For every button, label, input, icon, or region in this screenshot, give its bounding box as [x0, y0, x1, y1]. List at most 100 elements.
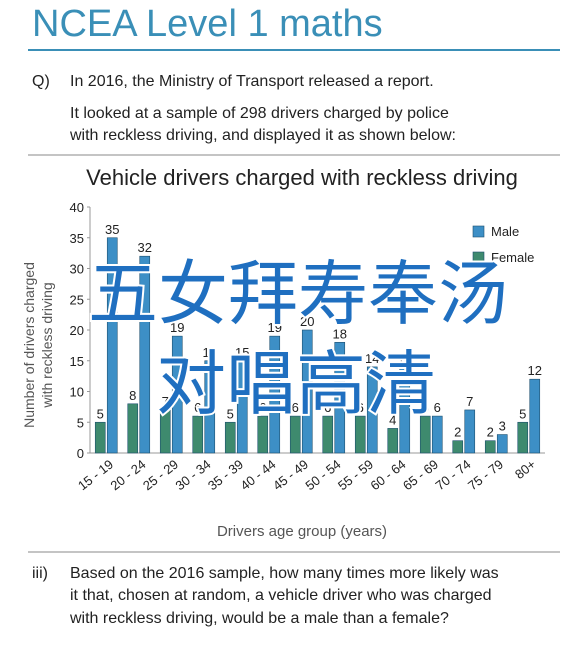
- legend-swatch: [472, 251, 485, 264]
- y-tick-label: 30: [70, 262, 84, 277]
- overlay: 五女拜寿奉汤 对唱高清: [86, 253, 510, 425]
- data-label: 7: [162, 394, 169, 409]
- data-label: 20: [300, 314, 314, 329]
- x-tick-label: 65 - 69: [400, 457, 441, 494]
- bar: [204, 360, 216, 454]
- y-tick-label: 35: [70, 231, 84, 246]
- bar: [94, 421, 106, 454]
- legend-label: Female: [491, 250, 534, 265]
- x-tick-label: 75 - 79: [465, 457, 506, 494]
- bar: [301, 329, 313, 454]
- question-line: It looked at a sample of 298 drivers cha…: [70, 105, 449, 122]
- x-tick-label: 80+: [512, 457, 539, 482]
- y-axis-label: with reckless driving: [39, 282, 55, 408]
- y-tick-label: 15: [70, 354, 84, 369]
- y-tick-label: 25: [70, 292, 84, 307]
- data-label: 15: [235, 345, 249, 360]
- legend-label: Male: [491, 224, 519, 239]
- y-tick-label: 5: [77, 415, 84, 430]
- x-tick-label: 15 - 19: [75, 457, 116, 494]
- y-tick-label: 0: [77, 446, 84, 461]
- data-label: 15: [203, 345, 217, 360]
- bar: [529, 378, 541, 454]
- x-tick-label: 30 - 34: [172, 457, 213, 494]
- overlay-text: 五女拜寿奉汤: [88, 255, 508, 333]
- bar: [106, 237, 118, 454]
- data-label: 3: [499, 419, 506, 434]
- bar: [419, 415, 431, 454]
- bar: [322, 415, 334, 454]
- data-label: 8: [129, 388, 136, 403]
- data-label: 5: [97, 406, 104, 421]
- bar: [452, 440, 464, 454]
- x-axis-label: Drivers age group (years): [217, 523, 387, 540]
- bar: [159, 409, 171, 454]
- data-label: 2: [487, 425, 494, 440]
- bar: [139, 255, 151, 454]
- chart-title: Vehicle drivers charged with reckless dr…: [86, 165, 518, 190]
- data-label: 5: [519, 406, 526, 421]
- question-line: In 2016, the Ministry of Transport relea…: [70, 73, 434, 90]
- bar: [387, 428, 399, 454]
- data-label: 6: [194, 400, 201, 415]
- bar: [289, 415, 301, 454]
- bar: [366, 366, 378, 454]
- data-label: 12: [528, 363, 542, 378]
- data-label: 6: [434, 400, 441, 415]
- y-tick-label: 10: [70, 385, 84, 400]
- x-tick-label: 55 - 59: [335, 457, 376, 494]
- data-label: 6: [324, 400, 331, 415]
- data-label: 14: [365, 351, 379, 366]
- overlay-text: 对唱高清: [156, 345, 436, 423]
- data-label: 2: [454, 425, 461, 440]
- bar: [484, 440, 496, 454]
- question-line: it that, chosen at random, a vehicle dri…: [70, 587, 492, 604]
- bar: [171, 335, 183, 454]
- question-line: with reckless driving, would be a male t…: [69, 610, 449, 627]
- bar: [496, 434, 508, 454]
- bar: [517, 421, 529, 454]
- bar: [399, 366, 411, 454]
- data-label: 6: [292, 400, 299, 415]
- question-line: Based on the 2016 sample, how many times…: [70, 565, 499, 582]
- x-tick-label: 25 - 29: [140, 457, 181, 494]
- data-label: 18: [333, 326, 347, 341]
- legend-swatch: [472, 225, 485, 238]
- question-label: iii): [32, 565, 48, 582]
- x-tick-label: 40 - 44: [237, 457, 278, 494]
- x-tick-label: 70 - 74: [432, 457, 473, 494]
- x-tick-label: 35 - 39: [205, 457, 246, 494]
- x-tick-label: 50 - 54: [302, 457, 343, 494]
- data-label: 7: [466, 394, 473, 409]
- bar: [354, 415, 366, 454]
- bar: [464, 409, 476, 454]
- data-label: 6: [422, 400, 429, 415]
- bar: [269, 335, 281, 454]
- data-label: 14: [398, 351, 412, 366]
- data-label: 6: [259, 400, 266, 415]
- data-label: 35: [105, 222, 119, 237]
- data-label: 6: [357, 400, 364, 415]
- x-tick-label: 60 - 64: [367, 457, 408, 494]
- question-line: with reckless driving, and displayed it …: [69, 127, 456, 144]
- bar: [257, 415, 269, 454]
- question-label: Q): [32, 73, 50, 90]
- page-title: NCEA Level 1 maths: [32, 3, 383, 45]
- data-label: 4: [389, 412, 396, 427]
- data-label: 19: [170, 320, 184, 335]
- y-tick-label: 40: [70, 200, 84, 215]
- bar: [224, 421, 236, 454]
- bar: [236, 360, 248, 454]
- bar: [431, 415, 443, 454]
- y-axis-label: Number of drivers charged: [21, 262, 37, 428]
- bar: [334, 341, 346, 454]
- bar: [192, 415, 204, 454]
- x-tick-label: 45 - 49: [270, 457, 311, 494]
- y-tick-label: 20: [70, 323, 84, 338]
- x-tick-label: 20 - 24: [107, 457, 148, 494]
- data-label: 5: [227, 406, 234, 421]
- data-label: 19: [268, 320, 282, 335]
- data-label: 32: [138, 240, 152, 255]
- bar: [127, 403, 139, 454]
